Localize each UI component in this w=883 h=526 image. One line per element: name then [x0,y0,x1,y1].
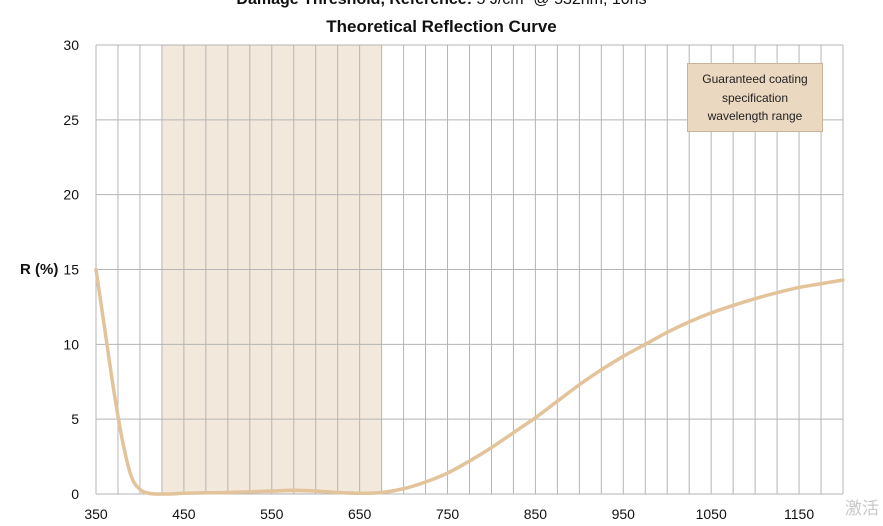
x-tick-label: 1150 [784,506,814,522]
x-tick-label: 350 [84,506,108,522]
x-tick-label: 850 [524,506,548,522]
activation-watermark: 激活 [845,499,879,518]
legend-line-2: specification [721,90,789,105]
damage-threshold-value: 5 J/cm² @ 532nm, 10ns [476,0,646,8]
x-tick-label: 950 [612,506,636,522]
x-tick-label: 550 [260,506,284,522]
y-tick-label: 10 [63,336,79,352]
x-tick-label: 650 [348,506,372,522]
damage-threshold-header: Damage Threshold, Reference: 5 J/cm² @ 5… [0,0,883,9]
damage-threshold-label: Damage Threshold, Reference: [236,0,472,8]
chart-title: Theoretical Reflection Curve [326,17,557,36]
x-tick-label: 450 [172,506,196,522]
legend-line-3: wavelength range [707,109,803,123]
x-tick-label: 750 [436,506,460,522]
y-tick-label: 20 [63,187,79,203]
y-tick-label: 25 [63,112,79,128]
y-tick-label: 0 [71,486,79,502]
reflection-series-line [94,267,845,496]
y-axis-label: R (%) [20,261,59,278]
y-tick-label: 30 [63,37,79,53]
y-tick-label: 5 [71,411,79,427]
y-tick-label: 15 [63,262,79,278]
legend-line-1: Guaranteed coating [702,72,808,86]
spec-range-legend: Guaranteed coating specification wavelen… [687,63,823,132]
x-tick-label: 1050 [696,506,727,522]
